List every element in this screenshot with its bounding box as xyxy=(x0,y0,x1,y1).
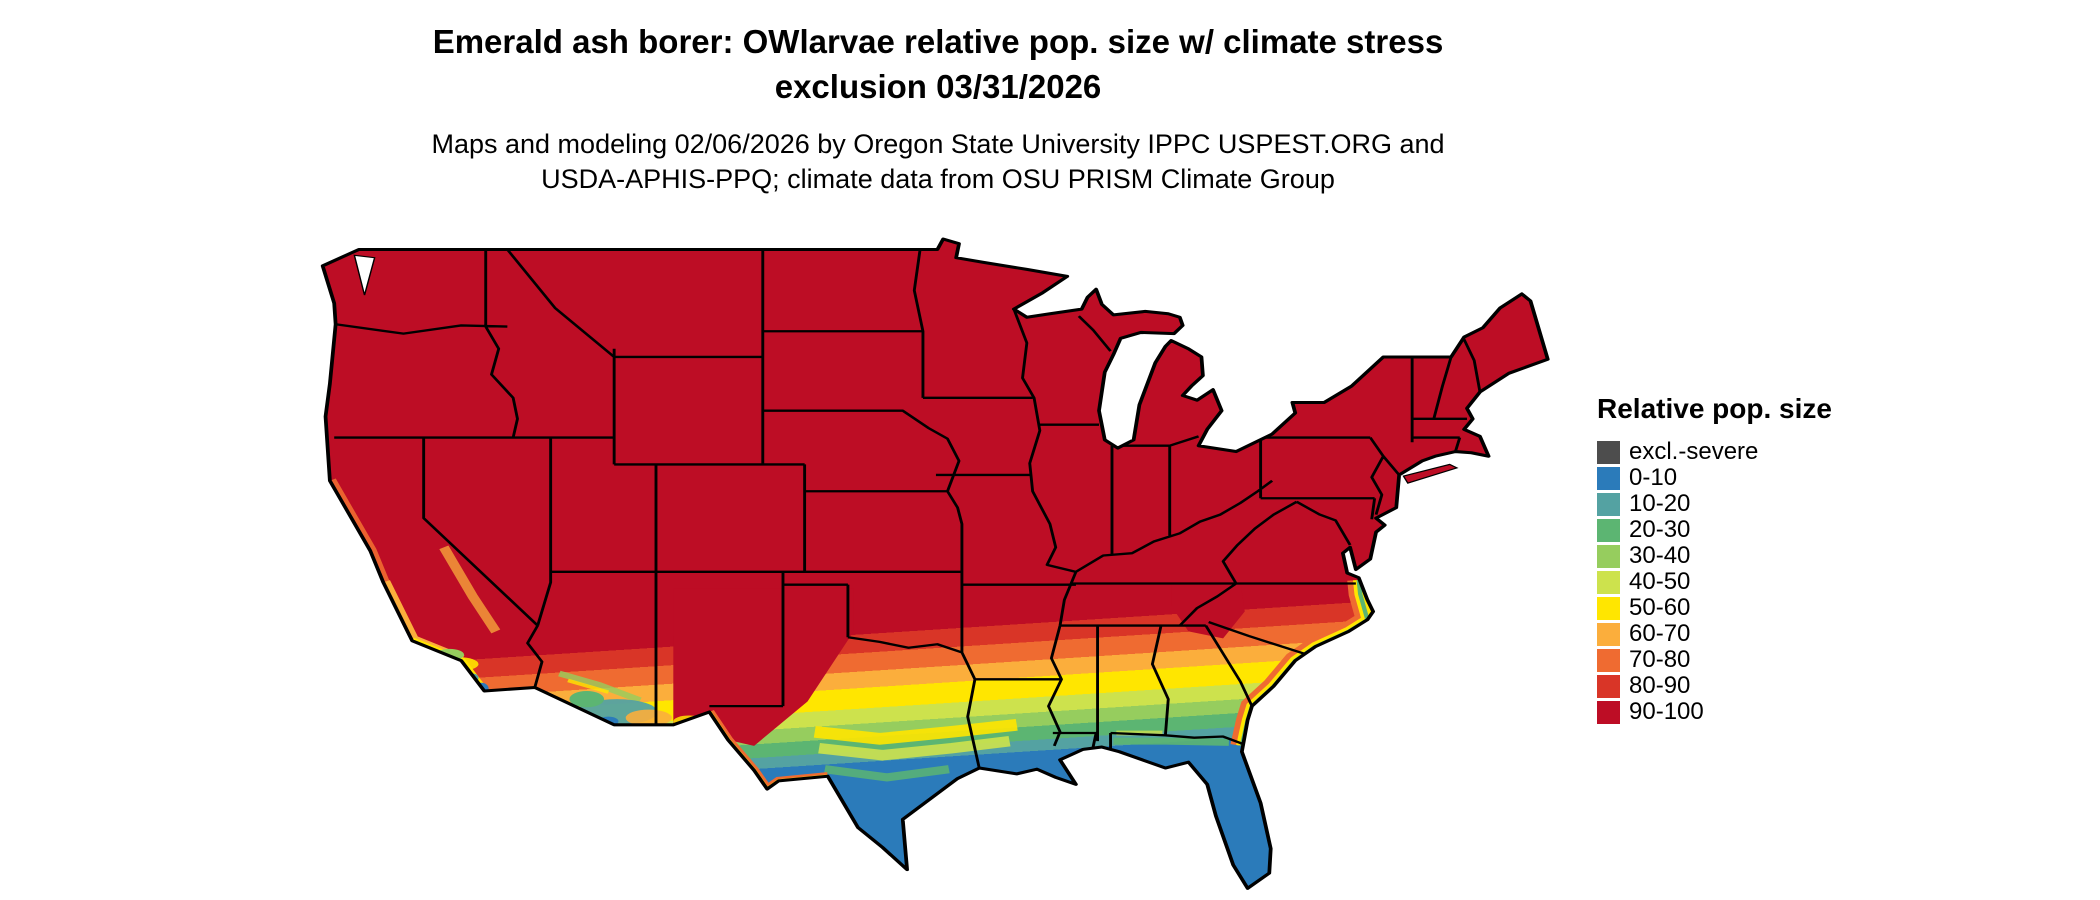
legend-item-label: 20-30 xyxy=(1629,516,1691,543)
sierra-band xyxy=(439,545,501,634)
us-map-svg xyxy=(320,237,1550,890)
legend-swatch xyxy=(1597,440,1620,464)
puget-sound-notch xyxy=(353,254,376,296)
arizona-rim-green-band xyxy=(558,670,642,703)
legend-swatch xyxy=(1597,648,1620,672)
us-outline xyxy=(320,237,1550,890)
legend-item: 80-90 xyxy=(1597,672,1857,699)
legend-swatch xyxy=(1597,596,1620,620)
legend-item-label: 40-50 xyxy=(1629,568,1691,595)
legend-item-label: 0-10 xyxy=(1629,464,1678,491)
legend-swatch xyxy=(1597,518,1620,542)
legend-item-label: 60-70 xyxy=(1629,620,1691,647)
legend-swatch xyxy=(1597,700,1620,724)
figure-title-line1: Emerald ash borer: OWlarvae relative pop… xyxy=(432,23,1444,60)
state-borders xyxy=(334,248,1482,769)
legend-item-label: 80-90 xyxy=(1629,672,1691,699)
legend-item: 70-80 xyxy=(1597,646,1857,673)
legend-item: 30-40 xyxy=(1597,542,1857,569)
long-island xyxy=(1402,463,1459,484)
legend-item-label: 90-100 xyxy=(1629,698,1704,725)
legend-item: 40-50 xyxy=(1597,568,1857,595)
arizona-rim-yellow-band xyxy=(567,678,610,694)
legend-item-label: 70-80 xyxy=(1629,646,1691,673)
legend-items: excl.-severe 0-10 10-20 20-30 30-40 40-50 50-6… xyxy=(1597,438,1857,725)
legend-swatch xyxy=(1597,466,1620,490)
legend-item: 10-20 xyxy=(1597,490,1857,517)
texas-yellow-band xyxy=(813,719,1018,745)
new-mexico-yellow-patch xyxy=(673,715,706,728)
legend-title: Relative pop. size xyxy=(1597,393,1832,424)
texas-yellowgreen-band xyxy=(818,735,1011,761)
legend-swatch xyxy=(1597,544,1620,568)
arizona-green-patch xyxy=(569,690,605,708)
us-fill-layer xyxy=(322,239,1548,889)
us-map xyxy=(314,232,1555,900)
legend-item: 60-70 xyxy=(1597,620,1857,647)
figure-title-line2: exclusion 03/31/2026 xyxy=(774,67,1102,105)
florida-green-band xyxy=(1113,737,1229,746)
figure-subtitle-line2: USDA-APHIS-PPQ; climate data from OSU PR… xyxy=(541,164,1335,195)
legend-item-label: 30-40 xyxy=(1629,542,1691,569)
legend-swatch xyxy=(1597,674,1620,698)
figure-header: Emerald ash borer: OWlarvae relative pop… xyxy=(0,20,1876,197)
legend-item: 20-30 xyxy=(1597,516,1857,543)
legend-swatch xyxy=(1597,492,1620,516)
legend-item: excl.-severe xyxy=(1597,438,1857,465)
legend: Relative pop. size excl.-severe 0-10 10-20… xyxy=(1597,393,1857,725)
legend-item-label: excl.-severe xyxy=(1629,438,1759,465)
population-gradient-fill xyxy=(322,239,1548,889)
legend-swatch xyxy=(1597,570,1620,594)
legend-item: 50-60 xyxy=(1597,594,1857,621)
arizona-orange-patch xyxy=(625,709,672,726)
legend-item: 90-100 xyxy=(1597,698,1857,725)
legend-swatch xyxy=(1597,622,1620,646)
legend-item-label: 50-60 xyxy=(1629,594,1691,621)
figure-subtitle-line1: Maps and modeling 02/06/2026 by Oregon S… xyxy=(431,129,1445,160)
texas-green-band xyxy=(824,765,950,782)
legend-item-label: 10-20 xyxy=(1629,490,1691,517)
legend-item: 0-10 xyxy=(1597,464,1857,491)
